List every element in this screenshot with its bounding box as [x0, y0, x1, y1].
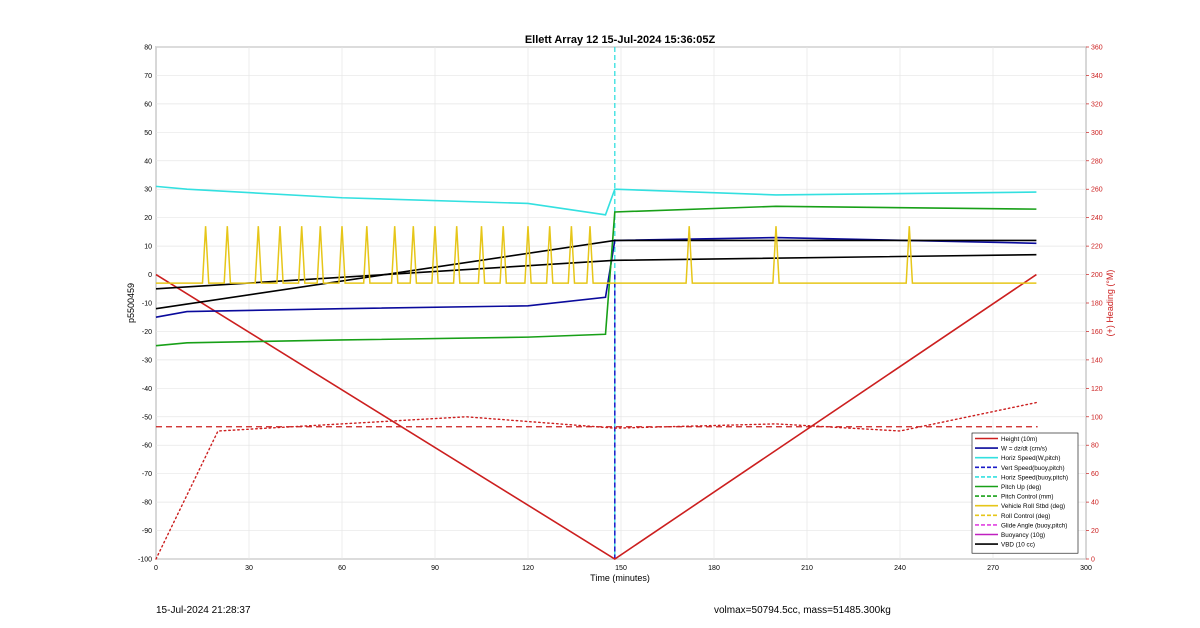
y-left-tick-label: 20 — [144, 215, 152, 222]
y-left-tick-label: 50 — [144, 130, 152, 137]
y-left-tick-label: -70 — [142, 471, 152, 478]
legend-entry-label: Buoyancy (10g) — [1001, 532, 1045, 539]
series-w-dz-dt-cm-s — [155, 236, 1037, 319]
x-tick-label: 300 — [1080, 565, 1092, 572]
y-left-tick-label: -60 — [142, 443, 152, 450]
y-right-tick-label: 200 — [1091, 272, 1103, 279]
y-right-tick-label: 320 — [1091, 101, 1103, 108]
x-axis-ticks: 0 30 60 90 120 150 180 210 240 270 300 — [154, 565, 1092, 572]
legend-entry-label: Horiz Speed(buoy,pitch) — [1001, 474, 1068, 481]
series-layer — [155, 185, 1038, 560]
y-right-tick-label: 240 — [1091, 215, 1103, 222]
y-left-tick-label: 70 — [144, 73, 152, 80]
x-tick-label: 270 — [987, 565, 999, 572]
y-right-tick-label: 360 — [1091, 45, 1103, 52]
footer-timestamp: 15-Jul-2024 21:28:37 — [156, 605, 251, 616]
series-pitch-control-mm — [155, 253, 1037, 290]
x-tick-label: 180 — [708, 565, 720, 572]
x-tick-label: 30 — [245, 565, 253, 572]
x-tick-label: 120 — [522, 565, 534, 572]
y-left-tick-label: -20 — [142, 329, 152, 336]
y-axis-right-label: (+) Heading (°M) — [1105, 270, 1115, 337]
y-axis-left-ticks: 80 70 60 50 40 30 20 10 0 -10 -20 -30 -40 -50 -60 -70 -8… — [138, 45, 152, 564]
series-vbd-10-cc — [155, 239, 1037, 310]
legend-entry-label: Height (10m) — [1001, 436, 1037, 443]
legend-entry-label: Roll Control (deg) — [1001, 513, 1050, 520]
x-axis-label: Time (minutes) — [590, 573, 650, 583]
y-right-tick-label: 20 — [1091, 528, 1099, 535]
legend-entry-label: Vert Speed(buoy,pitch) — [1001, 465, 1065, 472]
legend-entry-label: Pitch Control (mm) — [1001, 494, 1053, 501]
y-right-tick-label: 300 — [1091, 130, 1103, 137]
y-right-tick-label: 160 — [1091, 329, 1103, 336]
legend-entry-label: Horiz Speed(W,pitch) — [1001, 455, 1061, 462]
y-right-tick-label: 220 — [1091, 244, 1103, 251]
y-right-tick-label: 120 — [1091, 386, 1103, 393]
legend-entry-label: Glide Angle (buoy,pitch) — [1001, 522, 1067, 529]
y-right-tick-label: 60 — [1091, 471, 1099, 478]
y-right-tick-label: 40 — [1091, 500, 1099, 507]
x-tick-label: 0 — [154, 565, 158, 572]
y-right-tick-label: 280 — [1091, 158, 1103, 165]
chart-title: Ellett Array 12 15-Jul-2024 15:36:05Z — [525, 34, 716, 46]
y-right-tick-label: 140 — [1091, 357, 1103, 364]
series-vehicle-roll-stbd-deg — [156, 226, 1037, 284]
y-left-tick-label: 60 — [144, 101, 152, 108]
y-right-tick-label: 180 — [1091, 301, 1103, 308]
y-left-tick-label: 10 — [144, 244, 152, 251]
x-tick-label: 60 — [338, 565, 346, 572]
y-left-tick-label: 30 — [144, 187, 152, 194]
y-left-tick-label: -90 — [142, 528, 152, 535]
y-left-tick-label: 80 — [144, 45, 152, 52]
y-right-tick-label: 0 — [1091, 557, 1095, 564]
y-left-tick-label: -100 — [138, 557, 152, 564]
y-left-tick-label: -80 — [142, 500, 152, 507]
legend-entry-label: Pitch Up (deg) — [1001, 484, 1041, 491]
x-tick-label: 240 — [894, 565, 906, 572]
legend-entry-label: W = dz/dt (cm/s) — [1001, 446, 1047, 453]
y-right-tick-label: 260 — [1091, 187, 1103, 194]
legend-box — [971, 432, 1079, 554]
y-right-tick-label: 80 — [1091, 443, 1099, 450]
series-heading-deg-m — [155, 401, 1038, 560]
y-right-tick-label: 340 — [1091, 73, 1103, 80]
y-axis-left-label: p5500459 — [126, 283, 136, 323]
legend-entry-label: VBD (10 cc) — [1001, 542, 1035, 549]
y-left-tick-label: 0 — [148, 272, 152, 279]
y-left-tick-label: -10 — [142, 301, 152, 308]
y-left-tick-label: 40 — [144, 158, 152, 165]
footer-mass-info: volmax=50794.5cc, mass=51485.300kg — [714, 605, 891, 616]
x-tick-label: 210 — [801, 565, 813, 572]
y-left-tick-label: -40 — [142, 386, 152, 393]
legend: Height (10m) W = dz/dt (cm/s) Horiz Speed(… — [971, 432, 1079, 554]
x-tick-label: 90 — [431, 565, 439, 572]
series-pitch-up-deg — [155, 205, 1037, 347]
y-axis-right-ticks: 3603403203002802602402202001801601401201… — [1086, 45, 1103, 564]
grid — [155, 46, 1087, 560]
x-tick-label: 150 — [615, 565, 627, 572]
y-right-tick-label: 100 — [1091, 414, 1103, 421]
series-height-10m — [155, 273, 1037, 560]
y-left-tick-label: -30 — [142, 357, 152, 364]
y-left-tick-label: -50 — [142, 414, 152, 421]
legend-entry-label: Vehicle Roll Stbd (deg) — [1001, 503, 1065, 510]
series-horiz-speed-w-pitch — [155, 185, 1037, 216]
